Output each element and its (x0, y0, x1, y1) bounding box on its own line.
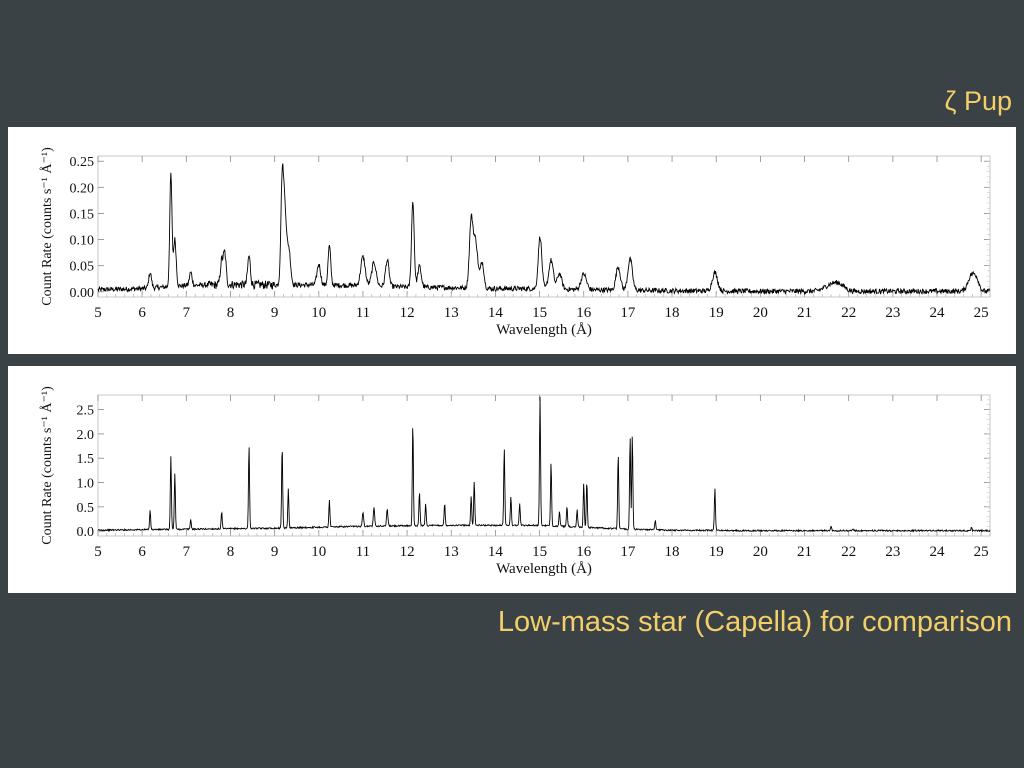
x-tick-label: 13 (444, 305, 459, 321)
y-tick-label: 1.5 (77, 452, 95, 467)
x-axis-label: Wavelength (Å) (496, 561, 592, 577)
x-tick-label: 11 (356, 544, 370, 560)
x-tick-label: 9 (271, 305, 279, 321)
y-tick-label: 2.5 (77, 404, 95, 419)
capella-caption: Low-mass star (Capella) for comparison (497, 606, 1012, 638)
spectrum-line (97, 163, 991, 296)
y-tick-label: 0.25 (70, 155, 95, 170)
x-tick-label: 8 (227, 544, 235, 560)
x-tick-label: 25 (974, 305, 989, 321)
x-tick-label: 19 (709, 305, 724, 321)
x-tick-label: 24 (930, 544, 946, 560)
x-tick-label: 8 (227, 305, 235, 321)
x-tick-label: 15 (532, 544, 547, 560)
x-tick-label: 17 (620, 544, 636, 560)
zeta-pup-spectrum-chart: 5 6 7 8 9 10 11 12 13 14 15 16 17 18 19 20 21 22 23 24 25 0.0… (39, 147, 991, 338)
zeta-pup-chart-panel: 5 6 7 8 9 10 11 12 13 14 15 16 17 18 19 20 21 22 23 24 25 0.0… (8, 127, 1016, 354)
x-tick-label: 21 (797, 305, 812, 321)
x-tick-label: 13 (444, 544, 459, 560)
capella-chart-panel: 5 6 7 8 9 10 11 12 13 14 15 16 17 18 19 20 21 22 23 24 25 0.0… (8, 366, 1016, 593)
x-tick-label: 20 (753, 544, 768, 560)
x-tick-label: 23 (885, 544, 900, 560)
x-tick-label: 10 (311, 544, 326, 560)
y-tick-label: 0.15 (70, 207, 95, 222)
x-tick-label: 10 (311, 305, 326, 321)
x-tick-label: 5 (94, 305, 102, 321)
x-tick-label: 18 (665, 544, 680, 560)
x-tick-label: 12 (400, 305, 415, 321)
y-tick-label: 0.00 (70, 286, 95, 301)
x-tick-label: 20 (753, 305, 768, 321)
y-tick-label: 0.20 (70, 181, 95, 196)
y-axis-label: Count Rate (counts s⁻¹ Å⁻¹) (39, 386, 55, 545)
x-tick-label: 23 (885, 305, 900, 321)
spectrum-line (97, 396, 991, 533)
x-tick-label: 5 (94, 544, 102, 560)
x-tick-label: 19 (709, 544, 724, 560)
y-axis-label: Count Rate (counts s⁻¹ Å⁻¹) (39, 147, 55, 306)
x-tick-label: 16 (576, 305, 592, 321)
x-tick-label: 15 (532, 305, 547, 321)
x-tick-label: 14 (488, 305, 504, 321)
y-tick-label: 2.0 (77, 428, 95, 443)
x-tick-label: 12 (400, 544, 415, 560)
x-tick-label: 25 (974, 544, 989, 560)
x-tick-label: 22 (841, 544, 856, 560)
x-tick-label: 7 (183, 544, 191, 560)
x-tick-label: 11 (356, 305, 370, 321)
x-tick-label: 18 (665, 305, 680, 321)
y-tick-label: 0.5 (77, 501, 95, 516)
x-tick-label: 17 (620, 305, 636, 321)
y-tick-label: 0.10 (70, 234, 95, 249)
x-tick-label: 6 (138, 544, 146, 560)
y-tick-label: 0.05 (70, 260, 95, 275)
zeta-pup-caption: ζ Pup (944, 86, 1012, 116)
x-tick-label: 14 (488, 544, 504, 560)
x-tick-label: 9 (271, 544, 279, 560)
x-tick-label: 24 (930, 305, 946, 321)
y-tick-label: 0.0 (77, 525, 95, 540)
y-tick-label: 1.0 (77, 477, 95, 492)
x-axis-label: Wavelength (Å) (496, 322, 592, 338)
x-tick-label: 7 (183, 305, 191, 321)
plot-frame (97, 394, 991, 537)
capella-spectrum-chart: 5 6 7 8 9 10 11 12 13 14 15 16 17 18 19 20 21 22 23 24 25 0.0… (39, 386, 991, 577)
x-tick-label: 16 (576, 544, 592, 560)
x-tick-label: 6 (138, 305, 146, 321)
x-tick-label: 22 (841, 305, 856, 321)
plot-frame (97, 155, 991, 298)
x-tick-label: 21 (797, 544, 812, 560)
